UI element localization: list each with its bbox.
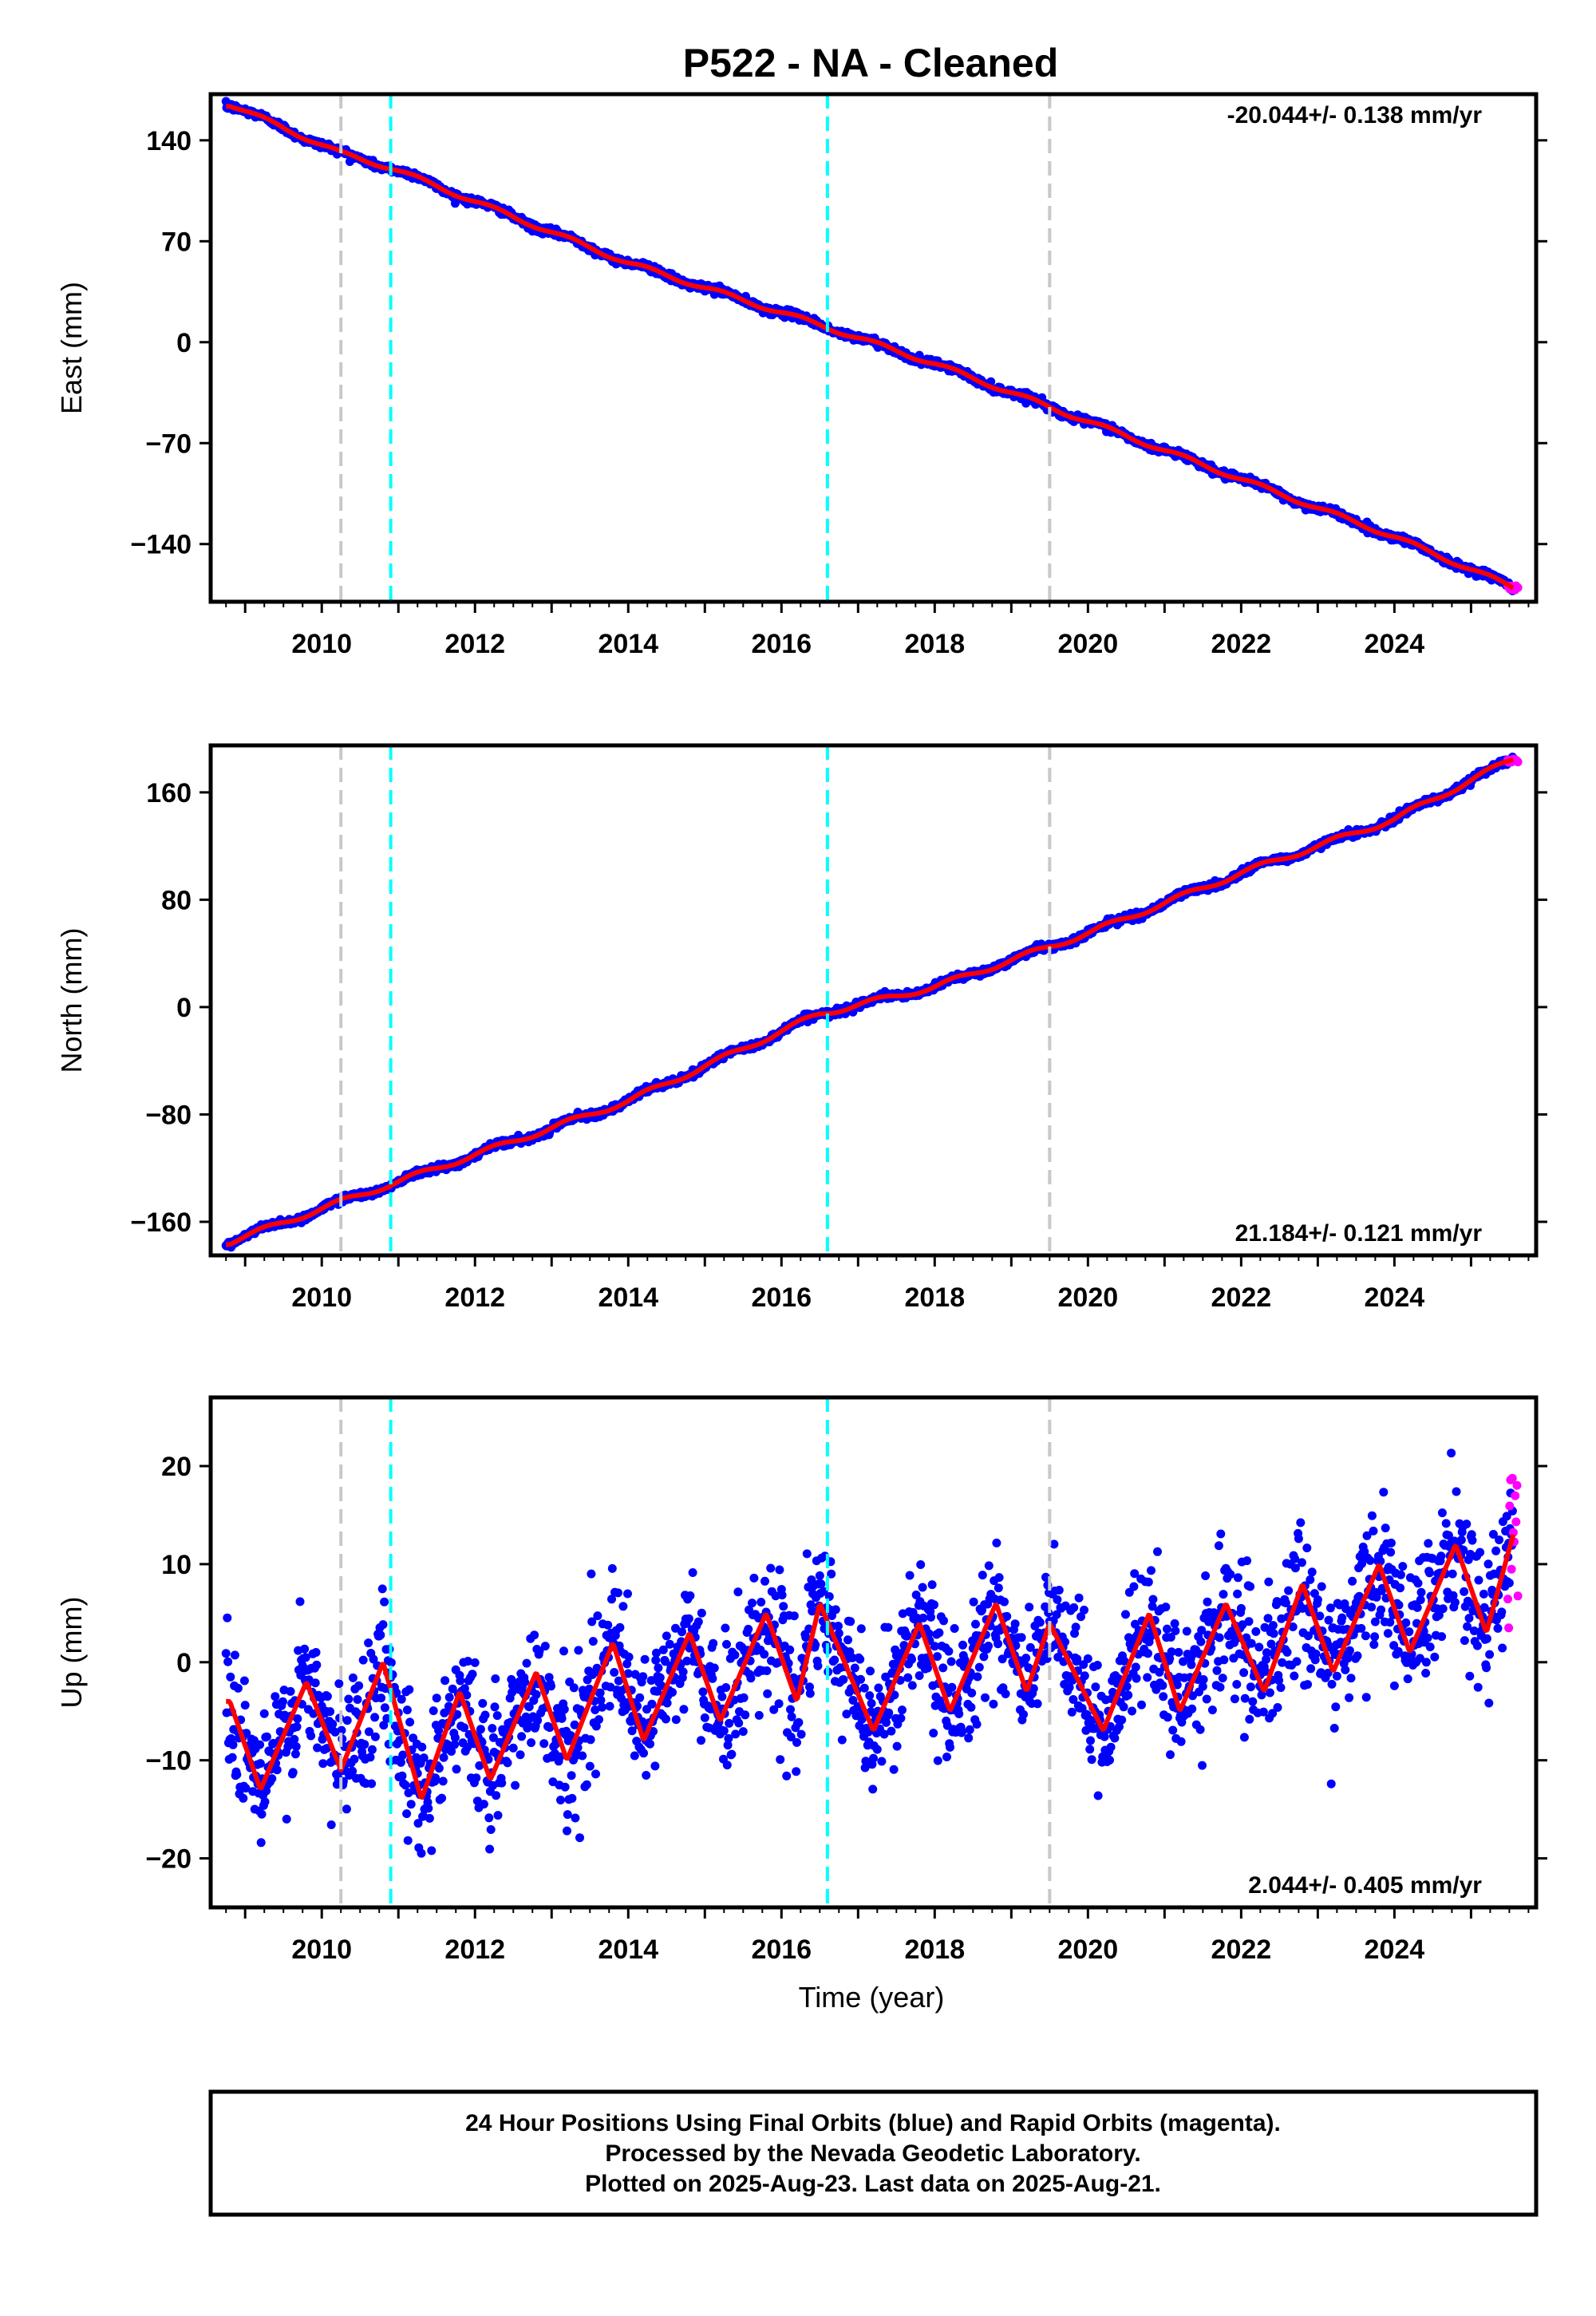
- y-tick-label: 0: [176, 993, 192, 1023]
- footer-frame: [208, 2089, 1539, 2217]
- x-tick-label: 2020: [1058, 629, 1119, 659]
- footer-line-3: Plotted on 2025-Aug-23. Last data on 202…: [585, 2171, 1161, 2197]
- x-tick-label: 2018: [904, 629, 965, 659]
- model-fit-line: [225, 1534, 1516, 1800]
- x-tick-label: 2010: [291, 1935, 352, 1965]
- x-tick-label: 2012: [444, 1935, 505, 1965]
- x-tick-label: 2024: [1365, 1935, 1425, 1965]
- x-tick-label: 2020: [1058, 1935, 1119, 1965]
- y-axis-label: East (mm): [55, 282, 88, 414]
- figure-title: P522 - NA - Cleaned: [683, 41, 1059, 85]
- x-tick-label: 2014: [598, 629, 658, 659]
- y-tick-label: 70: [161, 227, 192, 257]
- x-tick-label: 2012: [444, 629, 505, 659]
- velocity-annotation: 2.044+/- 0.405 mm/yr: [1248, 1872, 1482, 1899]
- x-tick-label: 2022: [1211, 1282, 1272, 1313]
- x-tick-label: 2018: [904, 1282, 965, 1313]
- y-tick-label: −160: [130, 1207, 192, 1238]
- panel-frame: [208, 1395, 1539, 1910]
- x-tick-label: 2016: [751, 629, 812, 659]
- y-tick-label: −80: [145, 1100, 192, 1130]
- y-axis-label: Up (mm): [55, 1597, 88, 1709]
- x-tick-label: 2024: [1365, 629, 1425, 659]
- x-tick-label: 2010: [291, 1282, 352, 1313]
- panel-frame: [208, 743, 1539, 1258]
- y-tick-label: −140: [130, 530, 192, 560]
- velocity-annotation: -20.044+/- 0.138 mm/yr: [1227, 102, 1483, 128]
- y-tick-label: −20: [145, 1844, 192, 1875]
- velocity-annotation: 21.184+/- 0.121 mm/yr: [1235, 1220, 1483, 1247]
- x-tick-label: 2022: [1211, 629, 1272, 659]
- x-tick-label: 2020: [1058, 1282, 1119, 1313]
- rapid-orbit-points: [1503, 1473, 1523, 1633]
- model-fit-line: [225, 757, 1515, 1247]
- y-tick-label: 80: [161, 885, 192, 915]
- model-fit-line: [225, 104, 1515, 591]
- plot-area: [221, 753, 1523, 1252]
- x-tick-label: 2024: [1365, 1282, 1425, 1313]
- y-tick-label: 0: [176, 1648, 192, 1678]
- plot-area: [221, 97, 1523, 595]
- x-tick-label: 2010: [291, 629, 352, 659]
- y-tick-label: −70: [145, 429, 192, 459]
- y-tick-label: 160: [146, 778, 192, 808]
- footer-line-1: 24 Hour Positions Using Final Orbits (bl…: [465, 2110, 1281, 2136]
- y-tick-label: 140: [146, 126, 192, 156]
- east-panel: 140 70 0 −70 −140 2010 2012 2014 2016 2018 2020 202…: [55, 92, 1547, 659]
- plot-area: [221, 1448, 1523, 1858]
- x-tick-label: 2022: [1211, 1935, 1272, 1965]
- footer-box: 24 Hour Positions Using Final Orbits (bl…: [208, 2089, 1539, 2217]
- x-tick-label: 2012: [444, 1282, 505, 1313]
- north-panel: 160 80 0 −80 −160 2010 2012 2014 2016 2018 2020 202…: [55, 743, 1547, 1313]
- x-tick-label: 2014: [598, 1282, 658, 1313]
- y-tick-label: −10: [145, 1746, 192, 1777]
- final-orbit-points: [221, 1448, 1517, 1858]
- footer-line-2: Processed by the Nevada Geodetic Laborat…: [605, 2140, 1140, 2167]
- y-tick-label: 10: [161, 1550, 192, 1580]
- x-tick-label: 2016: [751, 1282, 812, 1313]
- panel-frame: [208, 92, 1539, 604]
- y-axis-label: North (mm): [55, 928, 88, 1073]
- x-tick-label: 2014: [598, 1935, 658, 1965]
- x-axis-label: Time (year): [799, 1981, 945, 2014]
- y-tick-label: 0: [176, 328, 192, 358]
- x-tick-label: 2018: [904, 1935, 965, 1965]
- x-tick-label: 2016: [751, 1935, 812, 1965]
- y-tick-label: 20: [161, 1452, 192, 1482]
